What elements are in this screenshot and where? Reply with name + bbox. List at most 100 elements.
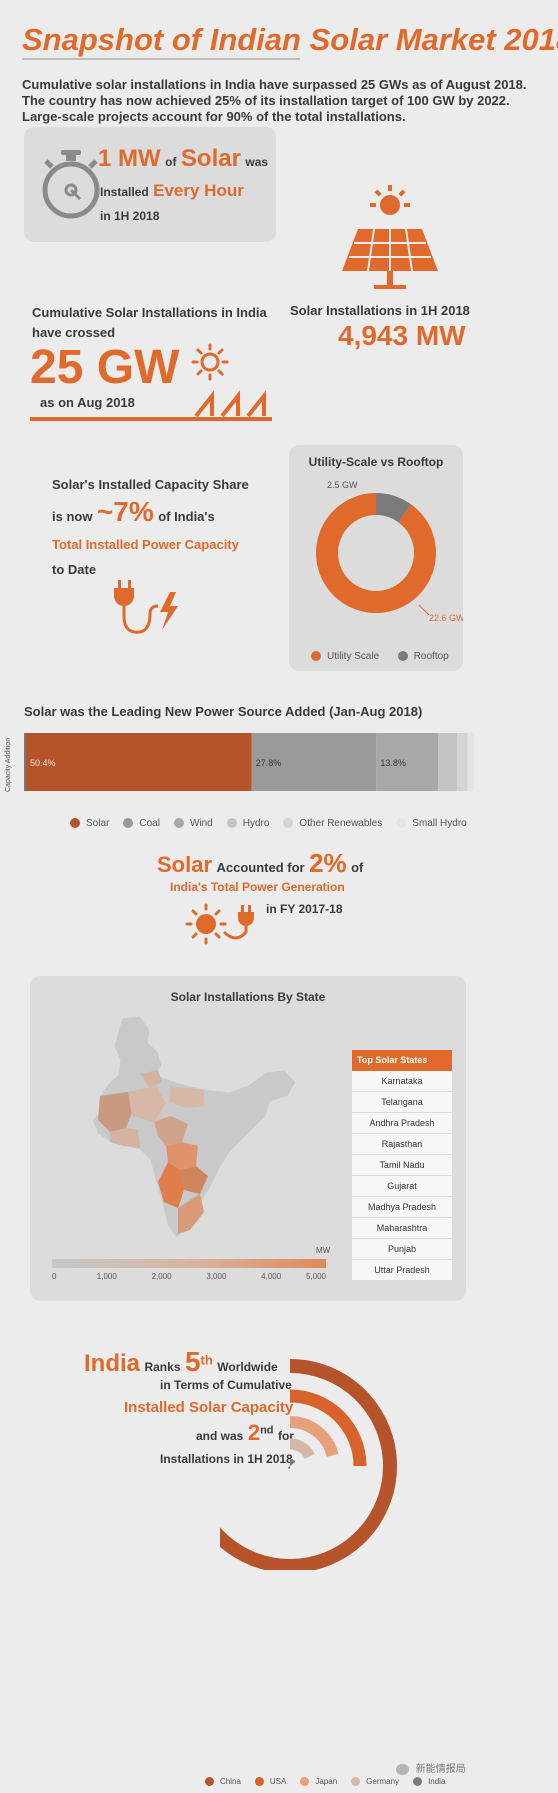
rank-line5: Installations in 1H 2018: [160, 1452, 293, 1466]
scale-unit: MW: [316, 1246, 331, 1255]
state-row: Gujarat: [352, 1176, 452, 1197]
rank-arc-usa: [289, 1389, 367, 1467]
rank-arc-china: [220, 1359, 397, 1570]
state-row: Madhya Pradesh: [352, 1197, 452, 1218]
rank-legend: China USA Japan Germany India: [205, 1777, 459, 1788]
cumulative-heading-2: have crossed: [32, 325, 116, 340]
india-map: [91, 1015, 297, 1239]
legend-label: Utility Scale: [327, 650, 380, 662]
rank-second-suffix: nd: [260, 1424, 274, 1437]
mw-period: in 1H 2018: [100, 209, 160, 223]
scale-tick: 3,000: [206, 1272, 227, 1281]
legend-usa: USA: [254, 1777, 286, 1786]
sun-plug-icon: [185, 903, 254, 945]
sun-panels-icon: [191, 343, 266, 418]
legend-dot: [351, 1777, 361, 1786]
gen-line2: India's Total Power Generation: [170, 880, 345, 894]
legend-label: Japan: [315, 1777, 338, 1786]
legend-dot: [254, 1777, 264, 1786]
state-row: Punjab: [352, 1239, 452, 1260]
rank-arc-india: [287, 1459, 296, 1470]
legend-dot: [311, 651, 321, 661]
mw-installed: Installed: [100, 185, 149, 199]
rank-worldwide: Worldwide: [217, 1360, 278, 1374]
rank-fifth: 5: [184, 1346, 201, 1377]
legend-rooftop: Rooftop: [397, 650, 449, 662]
title-divider: [22, 58, 300, 60]
scale-tick: 4,000: [261, 1272, 282, 1281]
legend-dot: [397, 651, 408, 661]
cumulative-date: as on Aug 2018: [40, 395, 135, 410]
legend-label: Small Hydro: [412, 817, 467, 829]
bar-segment-coal: [251, 733, 377, 791]
bar-label: 27.8%: [256, 758, 282, 768]
share-line4: to Date: [52, 562, 97, 577]
donut-title: Utility-Scale vs Rooftop: [308, 455, 444, 469]
share-is-now: is now: [52, 509, 93, 524]
state-row: Andhra Pradesh: [352, 1113, 452, 1134]
bar-segment-solar: [26, 733, 252, 791]
rank-second: 2: [247, 1420, 261, 1445]
bar-label: 50.4%: [30, 758, 56, 768]
legend-hydro: Hydro: [226, 817, 270, 829]
stacked-bar-chart: 50.4% 27.8% 13.8%: [26, 733, 474, 791]
mw-every-hour: Every Hour: [153, 181, 244, 200]
legend-label: Rooftop: [413, 650, 449, 662]
scale-tick: 5,000: [305, 1272, 326, 1281]
legend-dot: [123, 818, 134, 828]
bar-segment-wind: [376, 733, 439, 791]
bar-segment-other-renewables: [456, 733, 468, 791]
rank-line3: Installed Solar Capacity: [124, 1399, 294, 1416]
gen-value: 2%: [309, 848, 347, 878]
legend-label: Solar: [86, 817, 110, 829]
mw-of: of: [165, 155, 177, 169]
stacked-bar-ylabel: Capacity Addition: [5, 737, 12, 792]
legend-dot: [283, 818, 294, 828]
map-title: Solar Installations By State: [170, 990, 326, 1004]
state-row: Tamil Nadu: [352, 1155, 452, 1176]
rank-arc-germany: [289, 1438, 315, 1460]
mw-value: 1 MW: [98, 145, 161, 172]
scale-tick: 0: [52, 1272, 57, 1281]
top-states-table: Top Solar States Karnataka Telangana Andhr…: [352, 1050, 452, 1281]
legend-small-hydro: Small Hydro: [396, 817, 467, 829]
bar-label: 13.8%: [380, 758, 406, 768]
share-line3: Total Installed Power Capacity: [52, 537, 239, 552]
rank-arc-japan: [289, 1416, 339, 1458]
legend-dot: [396, 818, 407, 828]
donut-card: Utility-Scale vs Rooftop 22.6 GW 2.5 GW U…: [289, 445, 463, 671]
bar-segment-small-hydro: [467, 733, 474, 791]
cumulative-underline: [30, 417, 272, 421]
donut-slice-rooftop: [376, 493, 412, 523]
watermark: 新能情报局: [396, 1760, 466, 1775]
legend-japan: Japan: [300, 1777, 337, 1786]
donut-leader-utility: [418, 604, 430, 616]
watermark-text: 新能情报局: [415, 1764, 466, 1775]
rank-for: for: [277, 1429, 294, 1443]
top-states-list: Karnataka Telangana Andhra Pradesh Rajastha…: [352, 1071, 452, 1281]
state-row: Telangana: [352, 1092, 452, 1113]
legend-china: China: [205, 1777, 241, 1786]
legend-label: Hydro: [242, 817, 270, 829]
state-row: Maharashtra: [352, 1218, 452, 1239]
donut-label-utility: 22.6 GW: [429, 613, 463, 623]
legend-india: India: [413, 1777, 445, 1786]
legend-label: China: [220, 1777, 241, 1786]
state-row: Rajasthan: [352, 1134, 452, 1155]
cumulative-value: 25 GW: [30, 341, 180, 394]
rank-fifth-suffix: th: [200, 1352, 213, 1368]
legend-label: Wind: [189, 817, 213, 829]
wechat-icon: [396, 1763, 409, 1775]
legend-label: Other Renewables: [299, 817, 383, 829]
gen-of: of: [351, 860, 364, 875]
rank-line2: in Terms of Cumulative: [160, 1378, 292, 1392]
donut-slice-utility-scale: [316, 493, 436, 613]
intro-text: Cumulative solar installations in India …: [22, 77, 527, 124]
cumulative-heading-1: Cumulative Solar Installations in India: [32, 305, 267, 320]
legend-dot: [226, 818, 237, 828]
stacked-bar-title: Solar was the Leading New Power Source A…: [24, 704, 423, 719]
legend-other-renewables: Other Renewables: [283, 818, 382, 829]
legend-germany: Germany: [351, 1777, 399, 1786]
solar-panel-icon: [342, 185, 438, 289]
top-states-header: Top Solar States: [352, 1050, 452, 1071]
